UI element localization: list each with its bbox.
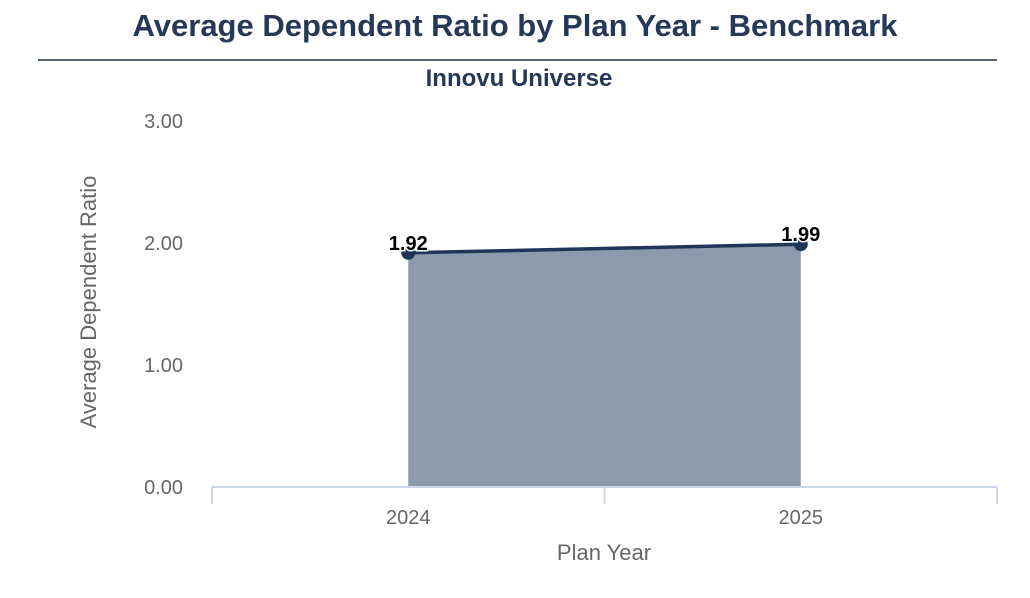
plot-area: 1.92 1.99 xyxy=(387,223,822,487)
chart-subtitle: Innovu Universe xyxy=(426,65,613,92)
title-divider xyxy=(38,59,997,61)
page-title: Average Dependent Ratio by Plan Year - B… xyxy=(132,8,898,43)
data-label: 1.99 xyxy=(781,224,820,246)
data-point xyxy=(793,237,808,252)
x-tick-label: 2024 xyxy=(386,507,431,529)
data-label: 1.92 xyxy=(389,233,428,255)
x-axis-title: Plan Year xyxy=(557,540,651,565)
y-tick-label: 0.00 xyxy=(144,477,183,499)
series-line xyxy=(408,242,801,255)
y-tick-label: 2.00 xyxy=(144,233,183,255)
y-axis-ticks: 0.00 1.00 2.00 3.00 xyxy=(144,111,183,499)
x-tick-label: 2025 xyxy=(779,507,824,529)
y-tick-label: 1.00 xyxy=(144,355,183,377)
data-point xyxy=(401,245,416,260)
y-tick-label: 3.00 xyxy=(144,111,183,133)
series-area xyxy=(408,244,801,487)
y-axis-title: Average Dependent Ratio xyxy=(76,176,101,429)
x-axis: 2024 2025 xyxy=(211,486,998,529)
